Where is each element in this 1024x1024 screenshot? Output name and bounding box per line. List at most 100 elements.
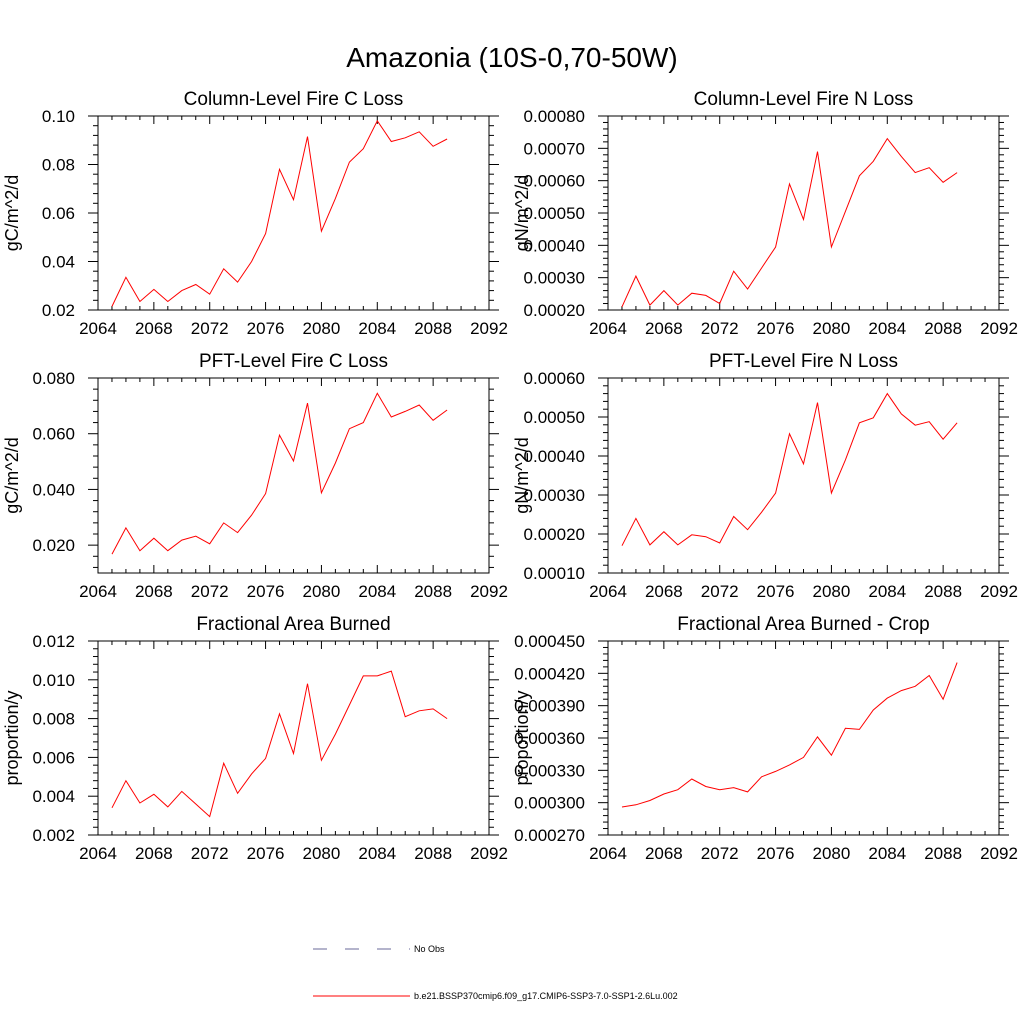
x-tick-label: 2072 (701, 582, 739, 601)
y-tick-label: 0.040 (32, 480, 75, 499)
series-line (621, 392, 958, 546)
x-tick-label: 2064 (589, 844, 627, 863)
plot-frame (607, 640, 1000, 836)
x-tick-label: 2072 (191, 319, 229, 338)
y-tick-label: 0.00030 (524, 486, 585, 505)
y-tick-label: 0.00040 (524, 447, 585, 466)
y-axis-label: proportion/y (2, 690, 22, 785)
panel-title: Column-Level Fire C Loss (184, 89, 404, 110)
x-tick-label: 2092 (470, 582, 508, 601)
panel-title: PFT-Level Fire N Loss (709, 351, 898, 372)
y-tick-label: 0.004 (32, 787, 75, 806)
panel-title: PFT-Level Fire C Loss (199, 351, 388, 372)
y-tick-label: 0.00010 (524, 564, 585, 583)
y-tick-label: 0.00020 (524, 525, 585, 544)
panel-3: PFT-Level Fire C Loss gC/m^2/d 2064 2068 207… (2, 351, 508, 601)
y-tick-label: 0.000360 (514, 729, 585, 748)
x-tick-label: 2068 (645, 319, 683, 338)
panel-5: Fractional Area Burned proportion/y 2064 20… (2, 614, 508, 863)
x-tick-label: 2092 (980, 844, 1018, 863)
x-tick-label: 2092 (980, 582, 1018, 601)
y-tick-label: 0.06 (42, 204, 75, 223)
y-tick-label: 0.000270 (514, 826, 585, 845)
legend-model-label: b.e21.BSSP370cmip6.f09_g17.CMIP6-SSP3-7.… (414, 991, 678, 1001)
y-tick-label: 0.000300 (514, 794, 585, 813)
panel-6: Fractional Area Burned - Crop proportion/… (512, 614, 1018, 863)
plot-frame (607, 377, 1000, 574)
x-tick-label: 2088 (414, 844, 452, 863)
y-tick-label: 0.08 (42, 156, 75, 175)
plot-frame (97, 115, 490, 311)
x-tick-label: 2064 (79, 582, 117, 601)
x-tick-label: 2088 (924, 319, 962, 338)
x-tick-label: 2080 (813, 844, 851, 863)
x-tick-label: 2068 (135, 319, 173, 338)
x-tick-label: 2072 (191, 844, 229, 863)
x-tick-label: 2072 (701, 319, 739, 338)
y-tick-label: 0.00070 (524, 139, 585, 158)
x-tick-label: 2092 (980, 319, 1018, 338)
y-tick-label: 0.00060 (524, 172, 585, 191)
x-tick-label: 2076 (757, 582, 795, 601)
x-tick-label: 2088 (414, 582, 452, 601)
x-tick-label: 2080 (303, 582, 341, 601)
plot-frame (97, 640, 490, 836)
series-line (111, 670, 448, 818)
x-tick-label: 2092 (470, 844, 508, 863)
x-tick-label: 2080 (813, 582, 851, 601)
x-tick-label: 2076 (247, 844, 285, 863)
x-tick-label: 2084 (868, 319, 906, 338)
y-tick-label: 0.006 (32, 748, 75, 767)
x-tick-label: 2076 (247, 582, 285, 601)
x-tick-label: 2084 (868, 582, 906, 601)
series-line (621, 662, 958, 808)
panel-title: Fractional Area Burned - Crop (677, 614, 929, 635)
x-tick-label: 2068 (645, 582, 683, 601)
panel-4: PFT-Level Fire N Loss gN/m^2/d 2064 2068 207… (512, 351, 1018, 601)
y-tick-label: 0.012 (32, 632, 75, 651)
y-tick-label: 0.020 (32, 536, 75, 555)
x-tick-label: 2064 (79, 319, 117, 338)
x-tick-label: 2064 (79, 844, 117, 863)
x-tick-label: 2088 (924, 582, 962, 601)
y-axis-label: gC/m^2/d (2, 175, 22, 251)
y-tick-label: 0.00050 (524, 204, 585, 223)
y-tick-label: 0.04 (42, 253, 75, 272)
x-tick-label: 2084 (358, 319, 396, 338)
y-tick-label: 0.10 (42, 107, 75, 126)
x-tick-label: 2076 (757, 844, 795, 863)
y-tick-label: 0.002 (32, 826, 75, 845)
x-tick-label: 2064 (589, 582, 627, 601)
panel-title: Fractional Area Burned (196, 614, 390, 635)
y-axis-label: proportion/y (512, 690, 532, 785)
y-tick-label: 0.008 (32, 710, 75, 729)
main-title: Amazonia (10S-0,70-50W) (346, 42, 677, 73)
y-tick-label: 0.00080 (524, 107, 585, 126)
x-tick-label: 2080 (303, 319, 341, 338)
y-tick-label: 0.000420 (514, 664, 585, 683)
y-tick-label: 0.010 (32, 671, 75, 690)
y-tick-label: 0.060 (32, 425, 75, 444)
y-tick-label: 0.000450 (514, 632, 585, 651)
x-tick-label: 2084 (868, 844, 906, 863)
y-tick-label: 0.080 (32, 369, 75, 388)
panel-title: Column-Level Fire N Loss (694, 89, 914, 110)
x-tick-label: 2076 (247, 319, 285, 338)
x-tick-label: 2080 (303, 844, 341, 863)
series-line (111, 119, 448, 307)
x-tick-label: 2068 (135, 844, 173, 863)
legend: No Obs b.e21.BSSP370cmip6.f09_g17.CMIP6-… (313, 944, 678, 1001)
y-tick-label: 0.00040 (524, 236, 585, 255)
plot-frame (97, 377, 490, 574)
x-tick-label: 2064 (589, 319, 627, 338)
series-line (621, 137, 958, 308)
x-tick-label: 2068 (135, 582, 173, 601)
x-tick-label: 2088 (924, 844, 962, 863)
legend-no-obs-label: No Obs (414, 944, 445, 954)
y-tick-label: 0.00020 (524, 301, 585, 320)
x-tick-label: 2084 (358, 582, 396, 601)
panel-2: Column-Level Fire N Loss gN/m^2/d 2064 2068… (512, 89, 1018, 338)
x-tick-label: 2092 (470, 319, 508, 338)
panels: Column-Level Fire C Loss gC/m^2/d 2064 2068… (2, 89, 1018, 863)
